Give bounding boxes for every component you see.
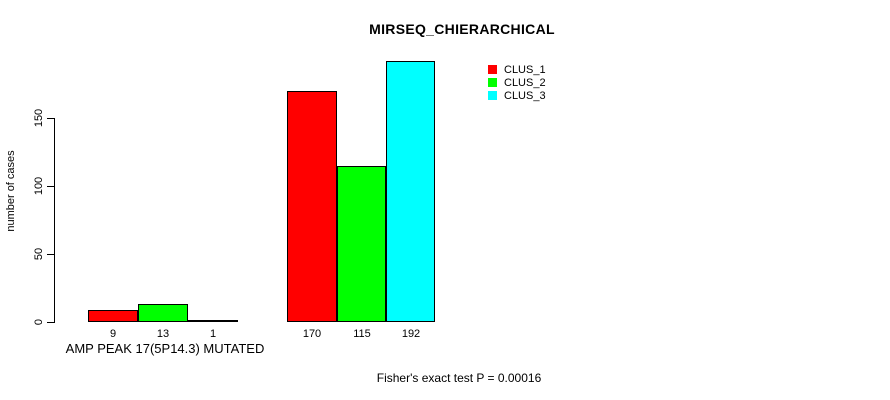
- fisher-test-annotation: Fisher's exact test P = 0.00016: [376, 371, 542, 385]
- y-axis-tick: [47, 254, 54, 255]
- chart-title: MIRSEQ_CHIERARCHICAL: [369, 21, 555, 37]
- bar-value-label: 192: [401, 328, 421, 340]
- bar-clus-1-wildtype: [287, 91, 337, 322]
- bar-clus-2-wildtype: [337, 166, 386, 322]
- legend-item-clus-1: CLUS_1: [488, 63, 546, 76]
- bar-value-label: 170: [302, 328, 322, 340]
- bar-clus-1-mutated: [88, 310, 138, 322]
- legend-item-clus-2: CLUS_2: [488, 76, 546, 89]
- y-axis-tick-label: 150: [33, 108, 45, 128]
- x-axis-group-label: AMP PEAK 17(5P14.3) MUTATED: [65, 341, 265, 356]
- y-axis-tick-label: 100: [33, 176, 45, 196]
- y-axis-tick-label: 50: [33, 247, 45, 261]
- legend-label: CLUS_3: [504, 89, 546, 102]
- y-axis-tick: [47, 186, 54, 187]
- bar-value-label: 1: [209, 328, 217, 340]
- y-axis-tick-label: 0: [33, 318, 45, 326]
- bar-value-label: 13: [156, 328, 170, 340]
- y-axis-tick: [47, 322, 54, 323]
- bar-value-label: 115: [353, 328, 371, 340]
- y-axis-title: number of cases: [5, 150, 17, 232]
- legend-color-swatch-icon: [488, 78, 497, 87]
- chart-legend: CLUS_1 CLUS_2 CLUS_3: [488, 63, 546, 102]
- legend-item-clus-3: CLUS_3: [488, 89, 546, 102]
- legend-label: CLUS_1: [504, 63, 546, 76]
- legend-color-swatch-icon: [488, 65, 497, 74]
- bar-clus-3-mutated: [188, 320, 238, 322]
- bar-clus-3-wildtype: [386, 61, 435, 322]
- legend-label: CLUS_2: [504, 76, 546, 89]
- y-axis-line: [54, 118, 55, 323]
- legend-color-swatch-icon: [488, 91, 497, 100]
- bar-clus-2-mutated: [138, 304, 188, 322]
- y-axis-tick: [47, 118, 54, 119]
- bar-value-label: 9: [109, 328, 117, 340]
